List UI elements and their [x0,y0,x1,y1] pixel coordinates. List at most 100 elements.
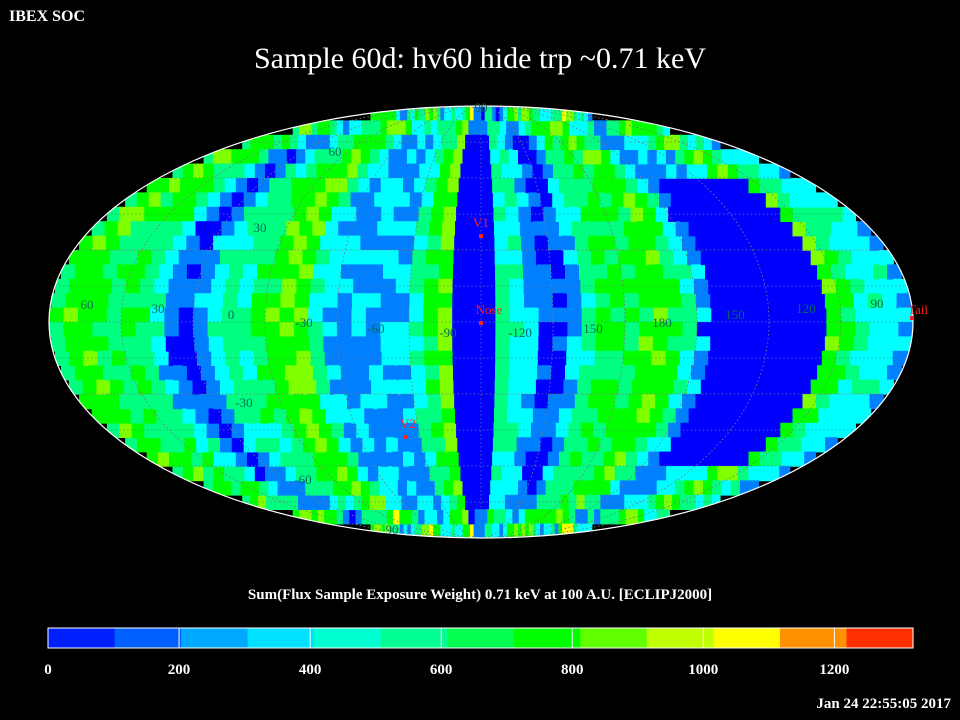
flux-cell [390,408,404,424]
flux-cell [51,336,67,352]
flux-cell [305,480,316,496]
flux-cell [571,221,586,237]
flux-cell [624,134,634,150]
flux-cell [182,466,194,482]
flux-cell [680,422,694,438]
flux-cell [810,250,826,266]
flux-cell [345,494,355,510]
flux-cell [638,149,649,165]
flux-cell [592,451,605,467]
flux-cell [314,480,325,496]
flux-cell [580,206,595,222]
flux-cell [409,163,421,179]
flux-cell [193,307,209,323]
flux-cell [580,106,585,122]
flux-cell [781,178,794,194]
flux-cell [687,250,702,266]
flux-cell [293,422,308,438]
flux-cell [722,394,737,410]
flux-cell [681,336,697,352]
flux-cell [665,480,676,496]
flux-cell [249,149,260,165]
flux-cell [467,379,482,395]
flux-cell [351,480,362,496]
flux-cell [439,264,454,280]
flux-cell [310,278,326,294]
flux-cell [587,509,595,525]
flux-cell [656,120,664,136]
flux-cell [700,379,716,395]
flux-cell [550,509,558,525]
flux-cell [49,322,65,338]
flux-cell [769,250,784,266]
flux-cell [508,379,523,395]
flux-cell [123,250,139,266]
flux-cell [624,293,640,309]
flux-cell [747,264,762,280]
flux-cell [196,437,209,453]
flux-cell [197,278,212,294]
flux-cell [199,235,214,251]
flux-cell [631,509,639,525]
flux-cell [351,408,365,424]
flux-cell [695,394,710,410]
flux-cell [269,206,283,222]
flux-cell [691,365,706,381]
flux-cell [583,466,595,482]
flux-cell [378,466,390,482]
flux-cell [605,422,619,438]
flux-cell [651,350,667,366]
flux-cell [329,379,345,395]
flux-cell [326,437,340,453]
flux-cell [313,178,326,194]
flux-cell [649,264,664,280]
flux-cell [240,149,251,165]
flux-cell [279,437,292,453]
flux-cell [397,365,412,381]
flux-cell [331,422,345,438]
flux-cell [670,437,684,453]
flux-cell [126,278,141,294]
flux-cell [409,134,419,150]
flux-cell [136,437,150,453]
flux-cell [437,509,445,525]
flux-cell [499,120,507,136]
flux-cell [257,365,272,381]
flux-cell [481,250,496,266]
flux-cell [573,466,585,482]
flux-cell [659,437,672,453]
flux-cell [211,350,227,366]
flux-cell [137,293,153,309]
flux-cell [753,221,768,237]
flux-cell [565,264,580,280]
colorbar-segment [181,628,249,648]
flux-cell [590,250,606,266]
flux-cell [655,466,667,482]
flux-cell [79,293,95,309]
flux-cell [606,120,614,136]
flux-cell [680,494,689,510]
flux-cell [616,494,626,510]
flux-cell [433,523,438,538]
flux-cell [394,307,410,323]
flux-cell [303,192,316,208]
flux-cell [380,293,396,309]
flux-cell [767,293,783,309]
flux-cell [524,307,540,323]
flux-cell [493,509,501,525]
flux-cell [667,293,683,309]
flux-cell [528,494,538,510]
flux-cell [431,422,445,438]
flux-cell [156,206,171,222]
flux-cell [414,106,420,122]
flux-cell [717,466,729,482]
flux-cell [765,350,780,366]
flux-cell [802,235,817,251]
flux-cell [750,350,766,366]
flux-cell [630,206,644,222]
flux-cell [545,149,556,165]
flux-cell [592,134,602,150]
flux-cell [388,163,400,179]
flux-cell [277,149,288,165]
flux-cell [374,106,379,122]
